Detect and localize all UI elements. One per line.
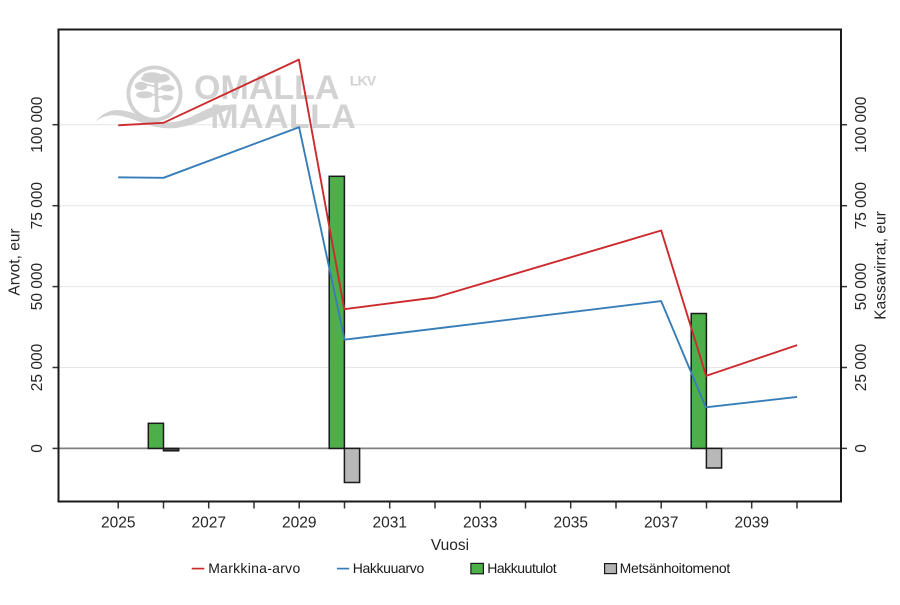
- svg-text:2037: 2037: [644, 515, 678, 532]
- svg-text:25 000: 25 000: [29, 343, 46, 391]
- svg-text:0: 0: [853, 444, 870, 453]
- svg-text:75 000: 75 000: [29, 182, 46, 230]
- svg-text:100 000: 100 000: [853, 96, 870, 152]
- svg-text:50 000: 50 000: [29, 263, 46, 311]
- svg-text:Hakkuuarvo: Hakkuuarvo: [353, 560, 425, 576]
- svg-text:2033: 2033: [463, 515, 497, 532]
- svg-text:Metsänhoitomenot: Metsänhoitomenot: [620, 560, 731, 576]
- svg-text:2029: 2029: [282, 515, 316, 532]
- svg-text:MAALLA: MAALLA: [210, 98, 356, 136]
- svg-text:2039: 2039: [734, 515, 768, 532]
- svg-text:100 000: 100 000: [29, 96, 46, 152]
- svg-text:50 000: 50 000: [853, 263, 870, 311]
- svg-text:2025: 2025: [101, 515, 135, 532]
- svg-text:75 000: 75 000: [853, 182, 870, 230]
- svg-text:2031: 2031: [372, 515, 406, 532]
- svg-text:Kassavirrat, eur: Kassavirrat, eur: [873, 211, 890, 320]
- svg-text:Markkina-arvo: Markkina-arvo: [208, 560, 300, 576]
- svg-text:2035: 2035: [553, 515, 587, 532]
- svg-text:Vuosi: Vuosi: [431, 537, 469, 554]
- svg-text:25 000: 25 000: [853, 343, 870, 391]
- svg-text:2027: 2027: [191, 515, 225, 532]
- svg-text:Hakkuutulot: Hakkuutulot: [487, 560, 557, 576]
- svg-text:0: 0: [29, 444, 46, 453]
- svg-text:LKV: LKV: [350, 74, 377, 90]
- svg-text:Arvot, eur: Arvot, eur: [7, 228, 24, 295]
